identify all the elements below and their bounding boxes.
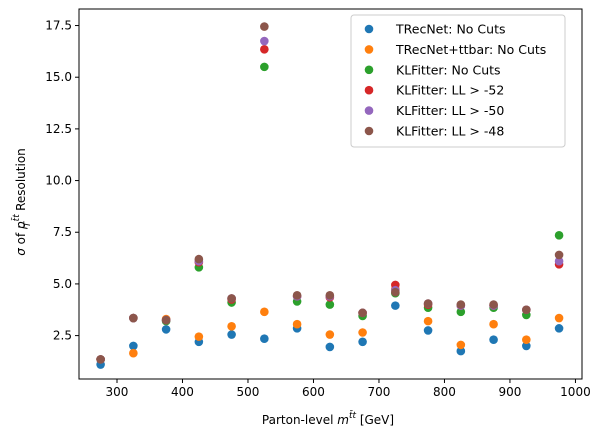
data-point xyxy=(489,300,498,309)
legend-label: TRecNet: No Cuts xyxy=(395,22,506,37)
data-point xyxy=(129,341,138,351)
legend-item: KLFitter: LL > -50 xyxy=(364,103,504,118)
data-point xyxy=(227,321,236,331)
x-tick-label: 800 xyxy=(433,385,456,399)
data-point xyxy=(325,290,335,300)
data-point xyxy=(129,348,138,358)
y-tick-label: 5.0 xyxy=(53,277,72,291)
data-point xyxy=(260,45,269,54)
data-point xyxy=(292,319,302,329)
legend-marker xyxy=(364,24,374,34)
legend-marker xyxy=(364,106,374,115)
data-point xyxy=(554,256,564,266)
x-tick-label: 500 xyxy=(237,385,260,399)
y-tick-label: 2.5 xyxy=(53,329,72,343)
data-point xyxy=(129,313,138,323)
data-points xyxy=(96,22,564,369)
legend: TRecNet: No Cuts TRecNet+ttbar: No Cuts KL… xyxy=(350,14,566,148)
x-axis-label: Parton-level mt̄t [GeV] xyxy=(262,409,394,427)
data-point xyxy=(358,328,367,337)
data-point xyxy=(423,299,433,308)
data-point xyxy=(522,335,531,345)
legend-label: KLFitter: LL > -52 xyxy=(396,83,504,98)
data-point xyxy=(260,307,269,317)
data-point xyxy=(522,341,531,351)
data-point xyxy=(554,324,564,333)
data-point xyxy=(423,316,433,326)
data-point xyxy=(292,290,302,300)
legend-marker xyxy=(364,65,374,75)
data-point xyxy=(391,287,400,297)
data-point xyxy=(260,22,269,31)
data-point xyxy=(554,313,564,323)
y-tick-label: 7.5 xyxy=(53,225,72,239)
y-tick-label: 12.5 xyxy=(45,122,72,136)
data-point xyxy=(489,319,498,329)
data-point xyxy=(325,300,335,309)
legend-item: KLFitter: LL > -52 xyxy=(364,83,504,98)
data-point xyxy=(260,62,269,72)
legend-label: KLFitter: No Cuts xyxy=(396,62,501,77)
data-point xyxy=(456,300,466,309)
data-point xyxy=(227,294,236,303)
series-1 xyxy=(96,301,564,369)
legend-item: KLFitter: LL > -48 xyxy=(364,124,504,139)
x-tick-label: 300 xyxy=(106,385,129,399)
data-point xyxy=(227,330,236,339)
y-tick-label: 17.5 xyxy=(45,19,72,33)
legend-label: TRecNet+ttbar: No Cuts xyxy=(395,42,546,57)
data-point xyxy=(260,36,269,46)
data-point xyxy=(194,254,204,264)
series-6 xyxy=(96,22,564,364)
data-point xyxy=(522,305,531,315)
legend-item: TRecNet: No Cuts xyxy=(364,22,506,37)
data-point xyxy=(554,231,564,240)
legend-marker xyxy=(364,126,374,136)
x-tick-label: 600 xyxy=(302,385,325,399)
legend-label: KLFitter: LL > -50 xyxy=(396,103,504,118)
y-axis-label: σ of pt̄tT Resolution xyxy=(10,148,33,256)
data-point xyxy=(358,308,367,318)
y-tick-label: 15.0 xyxy=(45,70,72,84)
legend-item: TRecNet+ttbar: No Cuts xyxy=(364,42,546,57)
plot-frame xyxy=(78,8,583,380)
y-tick-label: 10.0 xyxy=(45,174,72,188)
data-point xyxy=(260,334,269,343)
data-point xyxy=(96,355,105,364)
data-point xyxy=(325,330,335,339)
legend-marker xyxy=(364,85,374,95)
data-point xyxy=(554,250,564,260)
legend-box xyxy=(350,14,566,148)
x-tick-label: 700 xyxy=(368,385,391,399)
data-point xyxy=(489,335,498,345)
data-point xyxy=(161,325,171,334)
x-axis-ticks: 300 400 500 600 700 800 900 1000 xyxy=(106,379,591,399)
x-tick-label: 400 xyxy=(171,385,194,399)
legend-item: KLFitter: No Cuts xyxy=(364,62,501,77)
data-point xyxy=(391,301,400,310)
data-point xyxy=(456,307,466,317)
legend-marker xyxy=(364,45,374,54)
x-tick-label: 900 xyxy=(499,385,522,399)
x-tick-label: 1000 xyxy=(560,385,591,399)
data-point xyxy=(325,342,335,352)
legend-label: KLFitter: LL > -48 xyxy=(396,124,504,139)
y-axis-ticks: 2.5 5.0 7.5 10.0 12.5 15.0 17.5 xyxy=(45,19,79,343)
data-point xyxy=(358,337,367,347)
data-point xyxy=(456,346,466,356)
data-point xyxy=(194,332,204,341)
data-point xyxy=(161,315,171,325)
data-point xyxy=(456,340,466,350)
data-point xyxy=(423,326,433,335)
